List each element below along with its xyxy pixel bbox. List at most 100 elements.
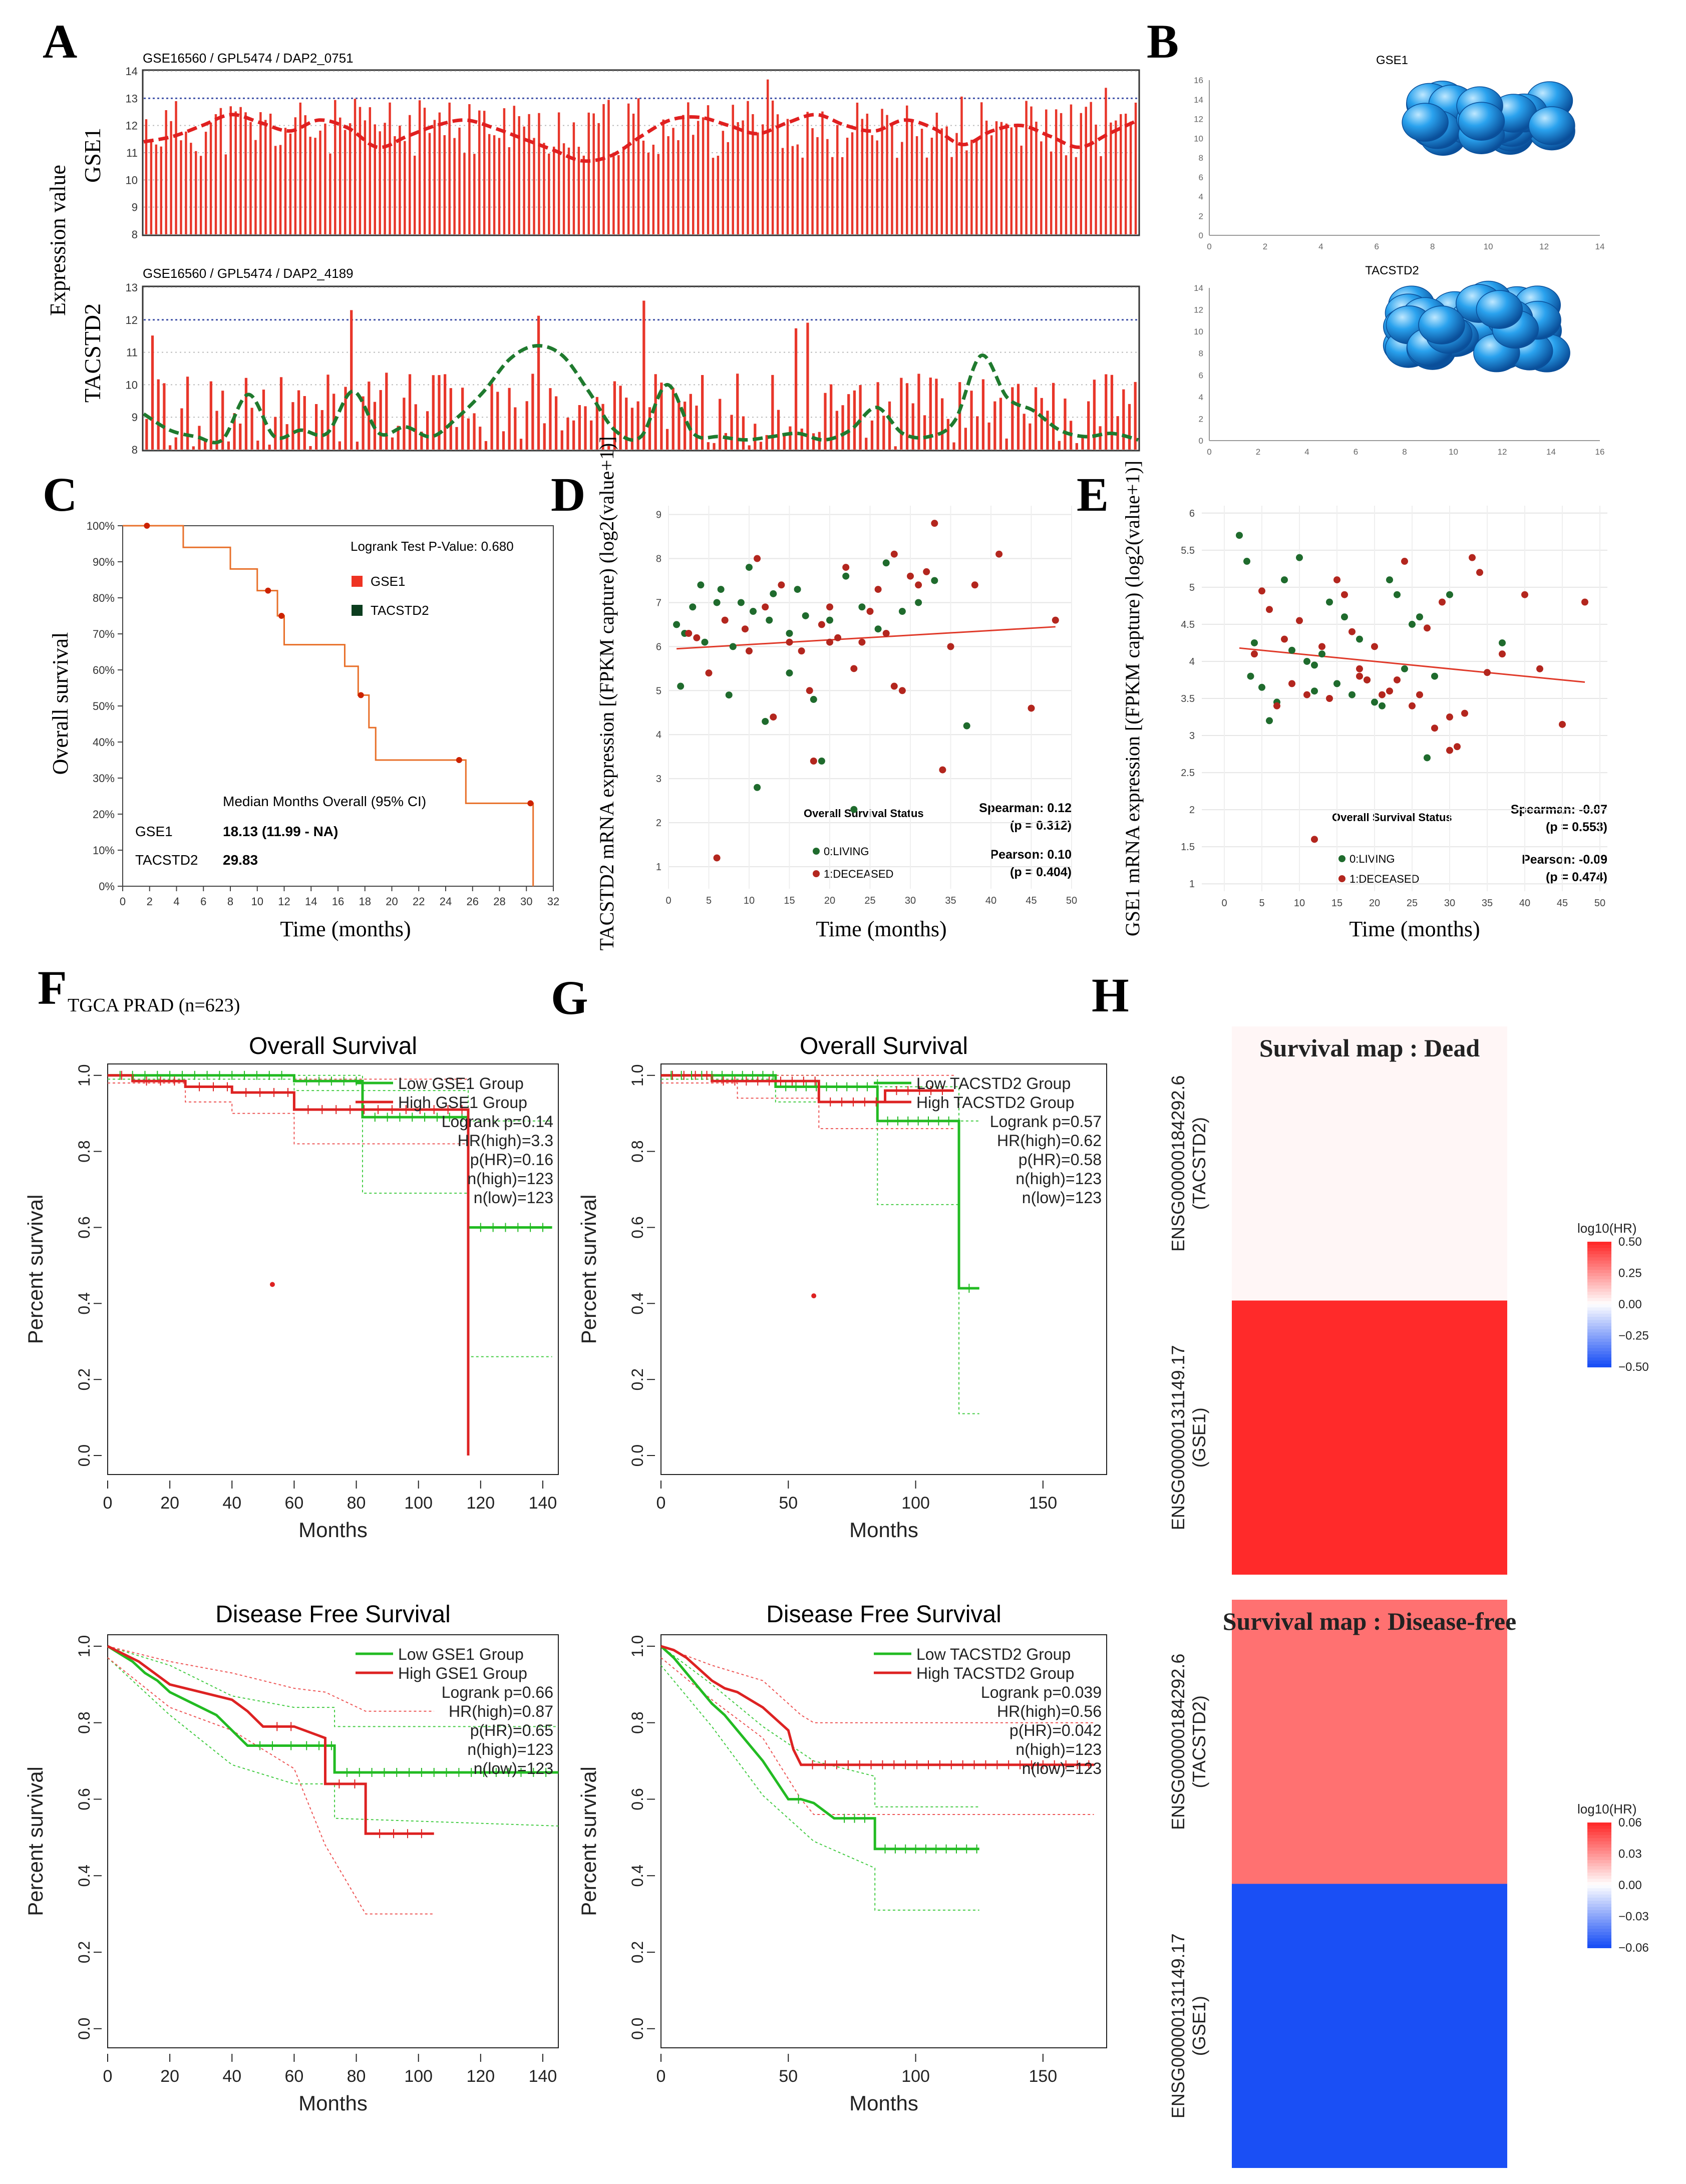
panel-d-point-deceased (685, 630, 693, 637)
panel-d-point-deceased (898, 687, 906, 694)
panel-h-bottom-legend-bar-segment (1587, 1854, 1611, 1858)
panel-d-point-deceased (713, 854, 721, 862)
panel-g-top-ytick-label: 0.6 (628, 1216, 646, 1238)
panel-e-point-deceased (1296, 617, 1303, 624)
panel-g-bottom-low-ci-upper (660, 1646, 979, 1807)
panel-f-top-high-ci-upper (108, 1074, 468, 1080)
panel-h-top-legend-tick: 0.00 (1618, 1298, 1642, 1311)
panel-a-top-ylabel: GSE1 (80, 128, 105, 183)
panel-b-xtick-label: 6 (1354, 447, 1358, 457)
panel-f-top-legend-low: Low GSE1 Group (398, 1074, 524, 1093)
panel-f-top-stat-line: p(HR)=0.16 (470, 1151, 553, 1169)
panel-h-top-legend-bar-segment (1587, 1251, 1611, 1255)
panel-c-median-row-tacstd2-name: TACSTD2 (135, 852, 198, 868)
panel-d-point-deceased (826, 603, 833, 611)
panel-d-xtick-label: 30 (905, 895, 916, 906)
panel-f-top-stat-line: n(low)=123 (474, 1189, 553, 1207)
panel-c-xtick-label: 32 (547, 895, 559, 908)
panel-b-bottom-plot: 0 2 4 6 8 10 12 14 16 0 2 4 6 8 10 12 14 (1194, 280, 1604, 457)
panel-e-point-deceased (1401, 558, 1408, 565)
panel-d-point-deceased (1028, 704, 1035, 712)
panel-e-point-living (1341, 613, 1348, 621)
panel-h-top-cell (1232, 1026, 1507, 1301)
panel-h-top-legend-bar-segment (1587, 1285, 1611, 1289)
panel-c-median-title: Median Months Overall (95% CI) (223, 794, 426, 809)
panel-e-point-living (1236, 532, 1243, 539)
panel-a-ytick-label: 9 (132, 201, 138, 214)
panel-h-top-legend-bar-segment (1587, 1292, 1611, 1296)
panel-g-top-xlabel: Months (849, 1518, 918, 1542)
panel-f-header: TGCA PRAD (n=623) (68, 995, 240, 1016)
panel-h-top-row-gene: (TACSTD2) (1189, 1117, 1209, 1210)
panel-e-point-deceased (1386, 687, 1393, 695)
panel-c-xtick-label: 20 (386, 895, 398, 908)
panel-c-median-row-gse1-name: GSE1 (135, 824, 173, 839)
panel-a-ytick-label: 12 (126, 120, 138, 132)
panel-d-ytick-label: 5 (656, 685, 661, 696)
panel-h-bottom-legend-bar-segment (1587, 1851, 1611, 1855)
panel-d-point-deceased (890, 550, 898, 558)
panel-d-point-deceased (874, 586, 882, 593)
panel-f-top-ytick-label: 0.6 (75, 1216, 93, 1238)
panel-e-xtick-label: 35 (1482, 898, 1493, 909)
panel-e-ytick-label: 3 (1189, 731, 1195, 742)
panel-f-bottom-xtick-label: 100 (404, 2067, 433, 2086)
panel-d-point-deceased (762, 603, 769, 611)
panel-f-top-stat-line: n(high)=123 (467, 1170, 553, 1188)
panel-f-bottom-high-ci-lower (107, 1657, 434, 1915)
panel-d-ytick-label: 9 (656, 510, 661, 521)
panel-e-point-living (1409, 620, 1416, 628)
panel-g-bottom-plot: 0 50 100 150 0.0 0.2 0.4 0.6 0.8 1.0 Months Percent… (577, 1634, 1107, 2115)
panel-b-xtick-label: 0 (1207, 447, 1211, 457)
panel-f-bottom-low-ci-upper (107, 1645, 558, 1727)
panel-f-bottom-legend-low: Low GSE1 Group (398, 1645, 524, 1663)
panel-d-point-deceased (786, 638, 793, 646)
panel-f-bottom-ytick-label: 0.4 (75, 1865, 93, 1887)
panel-h-bottom-row-label: ENSG00000131149.17 (1168, 1933, 1188, 2118)
panel-g-bottom-ytick-label: 1.0 (628, 1635, 646, 1657)
panel-h-top-legend-bar-segment (1587, 1282, 1611, 1286)
panel-f-bottom-stat-line: p(HR)=0.65 (470, 1721, 553, 1739)
panel-g-top-stat-line: n(low)=123 (1022, 1189, 1102, 1207)
panel-e-point-living (1371, 698, 1378, 706)
panel-a-ytick-label: 13 (126, 281, 138, 294)
panel-h-bottom-legend-bar-segment (1587, 1841, 1611, 1845)
panel-b-ytick-label: 6 (1199, 371, 1203, 380)
panel-c-censor-mark (265, 587, 271, 594)
panel-b-ytick-label: 12 (1194, 115, 1203, 124)
panel-d-point-living (754, 784, 761, 791)
panel-h-bottom-legend-bar-segment (1587, 1848, 1611, 1852)
panel-d-point-living (794, 586, 801, 593)
panel-g-bottom-low-ci-lower (660, 1665, 979, 1911)
panel-d-pearson-p: (p = 0.404) (1010, 865, 1072, 879)
panel-d-point-living (697, 581, 705, 589)
panel-h-top-row-label: ENSG00000184292.6 (1168, 1075, 1188, 1252)
panel-d-point-living (786, 630, 793, 637)
panel-e-ylabel: GSE1 mRNA expression [(FPKM capture) (lo… (1121, 461, 1144, 936)
panel-h-top-legend-bar-segment (1587, 1335, 1611, 1339)
panel-d-point-deceased (826, 638, 833, 646)
panel-d-chart: TACSTD2 mRNA expression [(FPKM capture) … (595, 437, 1077, 951)
panel-d-point-living (874, 625, 882, 633)
panel-b-ytick-label: 14 (1194, 283, 1203, 293)
panel-c-censor-mark (456, 757, 462, 763)
panel-d-point-deceased (850, 665, 858, 672)
panel-h-top-legend-bar-segment (1587, 1273, 1611, 1277)
panel-e-point-living (1251, 639, 1258, 646)
panel-h-bottom-cell (1232, 1884, 1507, 2168)
panel-d-ytick-label: 7 (656, 597, 661, 608)
panel-h-bottom-legend-tick: −0.03 (1618, 1910, 1649, 1924)
panel-h-top-legend-bar-segment (1587, 1323, 1611, 1327)
panel-f-top-xtick-label: 20 (160, 1494, 179, 1513)
panel-d-point-deceased (939, 766, 946, 774)
panel-h-top-title: Survival map : Dead (1259, 1034, 1480, 1062)
panel-d-point-living (677, 682, 685, 690)
panel-h-bottom-row-label: ENSG00000184292.6 (1168, 1654, 1188, 1830)
panel-c-survival-curve (123, 525, 534, 886)
panel-c-legend-gse1: GSE1 (371, 574, 405, 589)
panel-g-top-xtick-label: 0 (656, 1494, 666, 1513)
panel-h-top-legend-bar-segment (1587, 1313, 1611, 1317)
panel-e-point-deceased (1536, 665, 1543, 672)
panel-h-top-legend-bar-segment (1587, 1317, 1611, 1321)
panel-d-point-living (729, 643, 737, 650)
